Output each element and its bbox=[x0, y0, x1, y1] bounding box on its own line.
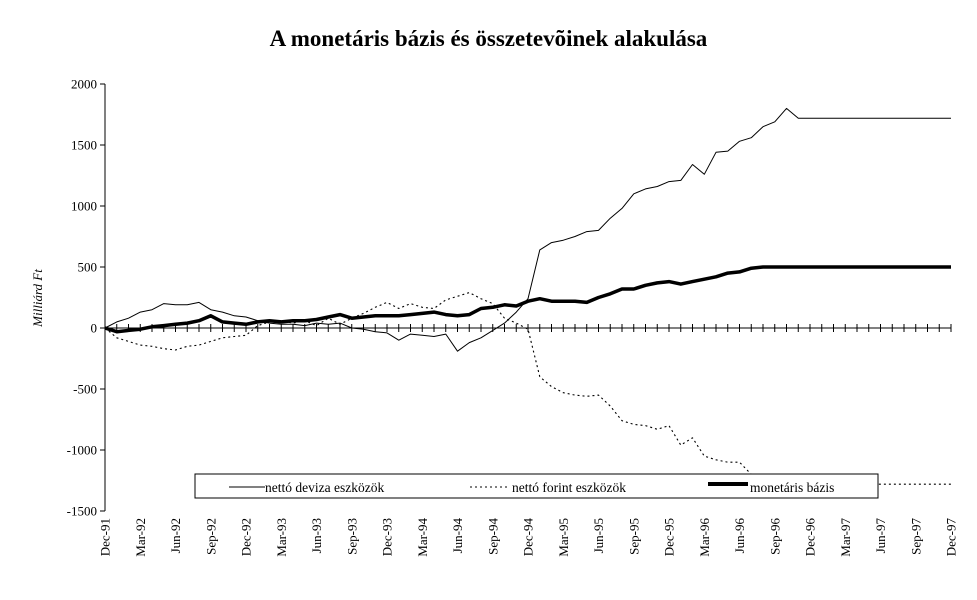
legend-label-forint: nettó forint eszközök bbox=[512, 480, 626, 495]
x-tick-label: Jun-95 bbox=[591, 518, 606, 553]
x-tick-label: Mar-94 bbox=[415, 518, 430, 557]
y-tick-label: -1500 bbox=[67, 504, 97, 519]
x-tick-label: Mar-97 bbox=[838, 518, 853, 557]
x-tick-label: Mar-95 bbox=[556, 518, 571, 557]
x-tick-label: Sep-95 bbox=[626, 518, 641, 555]
x-tick-label: Dec-93 bbox=[380, 518, 395, 556]
x-tick-label: Dec-92 bbox=[239, 518, 254, 556]
x-tick-label: Sep-97 bbox=[908, 518, 923, 555]
y-tick-label: -1000 bbox=[67, 443, 97, 458]
series-lines bbox=[104, 107, 951, 485]
series-line-2 bbox=[104, 265, 951, 334]
legend-box bbox=[194, 473, 879, 499]
x-tick-label: Jun-92 bbox=[168, 518, 183, 553]
x-tick-label: Sep-93 bbox=[344, 518, 359, 555]
legend-label-deviza: nettó deviza eszközök bbox=[265, 480, 384, 495]
x-tick-label: Mar-92 bbox=[133, 518, 148, 557]
chart-title: A monetáris bázis és összetevõinek alaku… bbox=[269, 26, 708, 51]
series-line-0 bbox=[104, 107, 951, 352]
x-tick-label: Sep-92 bbox=[203, 518, 218, 555]
x-tick-label: Dec-96 bbox=[803, 518, 818, 557]
y-tick-label: 1500 bbox=[71, 138, 97, 153]
x-tick-label: Dec-91 bbox=[98, 518, 113, 556]
y-tick-label: 2000 bbox=[71, 77, 97, 92]
x-tick-label: Sep-94 bbox=[485, 518, 500, 555]
y-tick-label: 1000 bbox=[71, 199, 97, 214]
legend-label-bazis: monetáris bázis bbox=[750, 480, 834, 495]
x-tick-label: Dec-94 bbox=[521, 518, 536, 557]
y-axis-title: Milliárd Ft bbox=[30, 269, 45, 328]
x-tick-label: Jun-97 bbox=[873, 518, 888, 554]
x-tick-label: Mar-96 bbox=[697, 518, 712, 557]
x-tick-label: Sep-96 bbox=[767, 518, 782, 555]
x-tick-label: Dec-97 bbox=[944, 518, 959, 557]
x-tick-label: Jun-94 bbox=[450, 518, 465, 554]
legend: nettó deviza eszközök nettó forint eszkö… bbox=[194, 473, 879, 499]
x-tick-label: Jun-93 bbox=[309, 518, 324, 553]
x-tick-label: Jun-96 bbox=[732, 518, 747, 554]
y-tick-label: 500 bbox=[78, 260, 98, 275]
x-tick-label: Dec-95 bbox=[662, 518, 677, 556]
y-tick-label: -500 bbox=[73, 382, 97, 397]
x-tick-label: Mar-93 bbox=[274, 518, 289, 557]
y-tick-label: 0 bbox=[91, 321, 98, 336]
